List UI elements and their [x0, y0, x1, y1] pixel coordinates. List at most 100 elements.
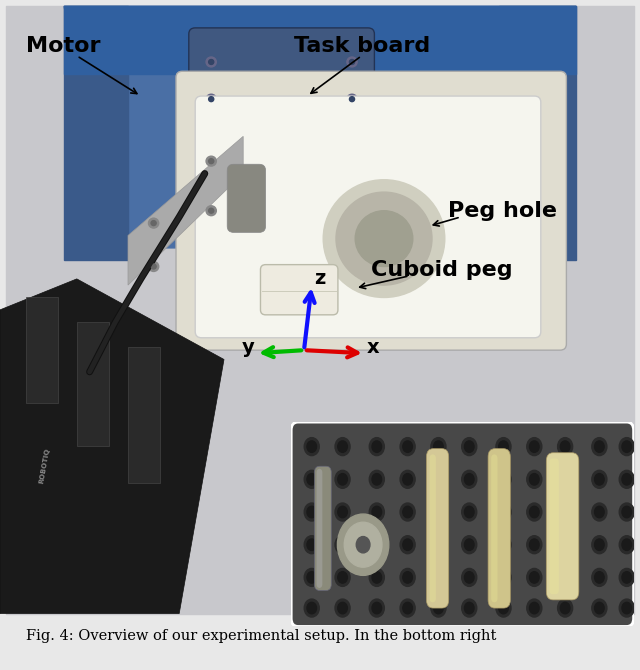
Circle shape: [335, 470, 350, 488]
FancyBboxPatch shape: [488, 449, 510, 608]
Circle shape: [527, 568, 542, 586]
Text: Cuboid peg: Cuboid peg: [371, 259, 513, 279]
Circle shape: [557, 599, 573, 617]
Circle shape: [461, 536, 477, 553]
Circle shape: [400, 470, 415, 488]
FancyBboxPatch shape: [547, 453, 579, 600]
Circle shape: [304, 503, 319, 521]
Circle shape: [206, 94, 216, 104]
Circle shape: [372, 572, 381, 583]
Polygon shape: [77, 322, 109, 446]
Circle shape: [304, 568, 319, 586]
Circle shape: [307, 602, 317, 614]
Circle shape: [557, 568, 573, 586]
Circle shape: [403, 507, 412, 518]
Circle shape: [148, 218, 159, 228]
Circle shape: [307, 539, 317, 551]
Circle shape: [527, 536, 542, 553]
Circle shape: [529, 572, 539, 583]
Circle shape: [403, 474, 412, 485]
Polygon shape: [64, 6, 128, 261]
Circle shape: [527, 599, 542, 617]
Circle shape: [209, 96, 214, 102]
FancyBboxPatch shape: [6, 6, 634, 614]
Circle shape: [499, 572, 508, 583]
Circle shape: [561, 539, 570, 551]
Circle shape: [400, 536, 415, 553]
FancyBboxPatch shape: [314, 466, 332, 590]
Circle shape: [557, 470, 573, 488]
Circle shape: [461, 470, 477, 488]
Circle shape: [595, 507, 604, 518]
Polygon shape: [26, 297, 58, 403]
Circle shape: [209, 208, 214, 213]
Circle shape: [622, 474, 632, 485]
Circle shape: [465, 507, 474, 518]
Circle shape: [595, 539, 604, 551]
Text: z: z: [314, 269, 326, 288]
Circle shape: [307, 572, 317, 583]
Circle shape: [369, 599, 385, 617]
Circle shape: [592, 438, 607, 456]
Text: x: x: [367, 338, 380, 356]
Circle shape: [496, 470, 511, 488]
FancyBboxPatch shape: [227, 164, 266, 232]
Circle shape: [304, 536, 319, 553]
Circle shape: [369, 536, 385, 553]
Circle shape: [561, 602, 570, 614]
FancyBboxPatch shape: [291, 422, 634, 626]
Circle shape: [595, 572, 604, 583]
Circle shape: [465, 441, 474, 452]
FancyBboxPatch shape: [317, 469, 323, 588]
Circle shape: [400, 568, 415, 586]
Circle shape: [344, 522, 382, 567]
Polygon shape: [64, 6, 576, 74]
Circle shape: [400, 599, 415, 617]
Polygon shape: [64, 6, 576, 248]
Circle shape: [595, 474, 604, 485]
Circle shape: [529, 441, 539, 452]
Circle shape: [403, 539, 412, 551]
Circle shape: [355, 210, 413, 267]
Circle shape: [335, 438, 350, 456]
Circle shape: [527, 470, 542, 488]
Circle shape: [557, 503, 573, 521]
Circle shape: [206, 57, 216, 67]
Polygon shape: [128, 347, 160, 484]
Circle shape: [434, 441, 444, 452]
Circle shape: [527, 503, 542, 521]
Circle shape: [561, 572, 570, 583]
Circle shape: [461, 503, 477, 521]
Circle shape: [369, 568, 385, 586]
Circle shape: [403, 602, 412, 614]
Circle shape: [151, 264, 156, 269]
Circle shape: [400, 438, 415, 456]
Circle shape: [206, 206, 216, 216]
Circle shape: [338, 572, 348, 583]
Circle shape: [595, 441, 604, 452]
Polygon shape: [0, 279, 224, 614]
Circle shape: [400, 503, 415, 521]
Circle shape: [431, 536, 446, 553]
Circle shape: [465, 602, 474, 614]
Circle shape: [372, 539, 381, 551]
Circle shape: [622, 539, 632, 551]
Text: y: y: [241, 338, 254, 356]
Circle shape: [434, 572, 444, 583]
Circle shape: [496, 503, 511, 521]
Circle shape: [499, 539, 508, 551]
Circle shape: [499, 507, 508, 518]
Circle shape: [620, 438, 634, 456]
Circle shape: [496, 536, 511, 553]
Circle shape: [431, 470, 446, 488]
Circle shape: [529, 507, 539, 518]
Circle shape: [527, 438, 542, 456]
Circle shape: [622, 572, 632, 583]
Circle shape: [561, 474, 570, 485]
Circle shape: [620, 503, 634, 521]
Circle shape: [369, 503, 385, 521]
Circle shape: [206, 156, 216, 166]
Circle shape: [431, 568, 446, 586]
Circle shape: [499, 441, 508, 452]
Polygon shape: [128, 137, 243, 285]
